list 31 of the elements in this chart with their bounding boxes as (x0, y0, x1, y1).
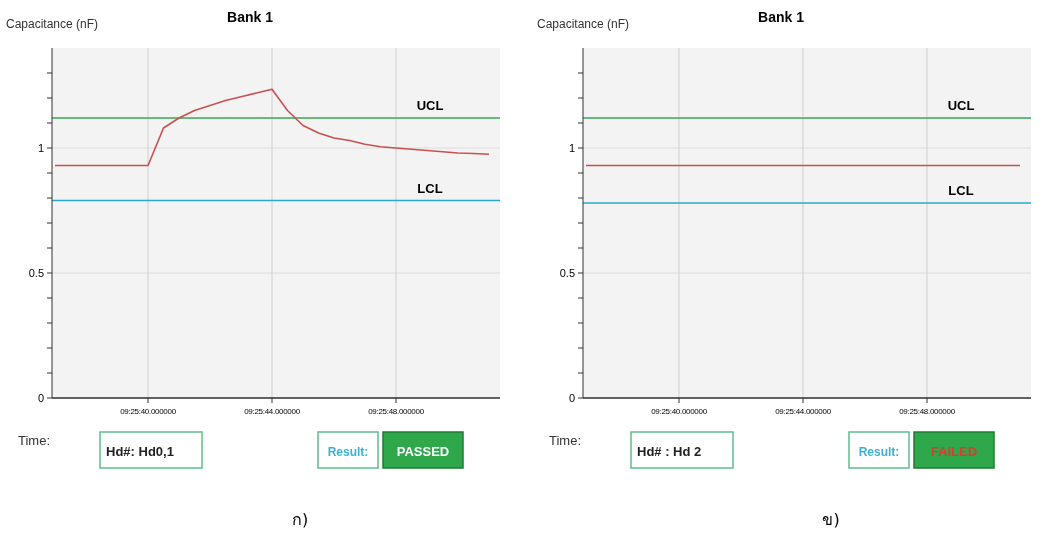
text: Hd#: Hd0,1 (106, 444, 174, 459)
y-tick-label: 1 (37, 141, 44, 154)
x-axis-title: Time: (18, 433, 51, 448)
text: Result: (327, 445, 369, 459)
text: ข) (822, 510, 840, 529)
ref-line-label: UCL (416, 98, 444, 113)
y-axis-title: Capacitance (nF) (537, 17, 630, 31)
ref-line-label: LCL (948, 183, 974, 198)
chart-title: Bank 1 (227, 9, 274, 25)
text: PASSED (396, 444, 450, 459)
chart-title: Bank 1 (758, 9, 805, 25)
y-tick-label: 1 (568, 141, 575, 154)
y-tick-label: 0.5 (559, 266, 575, 279)
ref-line-label: UCL (947, 98, 975, 113)
ref-line-label: LCL (417, 180, 443, 196)
text: ก) (291, 510, 309, 529)
x-tick-label: 09:25:40.000000 (120, 407, 177, 416)
y-tick-label: 0 (37, 391, 44, 404)
x-tick-label: 09:25:48.000000 (899, 407, 956, 416)
text: Hd# : Hd 2 (637, 444, 702, 459)
line-series (54, 88, 490, 167)
y-tick-label: 0 (568, 391, 575, 404)
text: Result: (858, 445, 900, 459)
y-tick-label: 0.5 (28, 266, 44, 279)
x-tick-label: 09:25:40.000000 (651, 407, 708, 416)
x-tick-label: 09:25:44.000000 (244, 407, 301, 416)
x-tick-label: 09:25:48.000000 (368, 407, 425, 416)
x-tick-label: 09:25:44.000000 (775, 407, 832, 416)
text: FAILED (930, 444, 978, 459)
y-axis-title: Capacitance (nF) (6, 17, 99, 31)
x-axis-title: Time: (549, 433, 582, 448)
